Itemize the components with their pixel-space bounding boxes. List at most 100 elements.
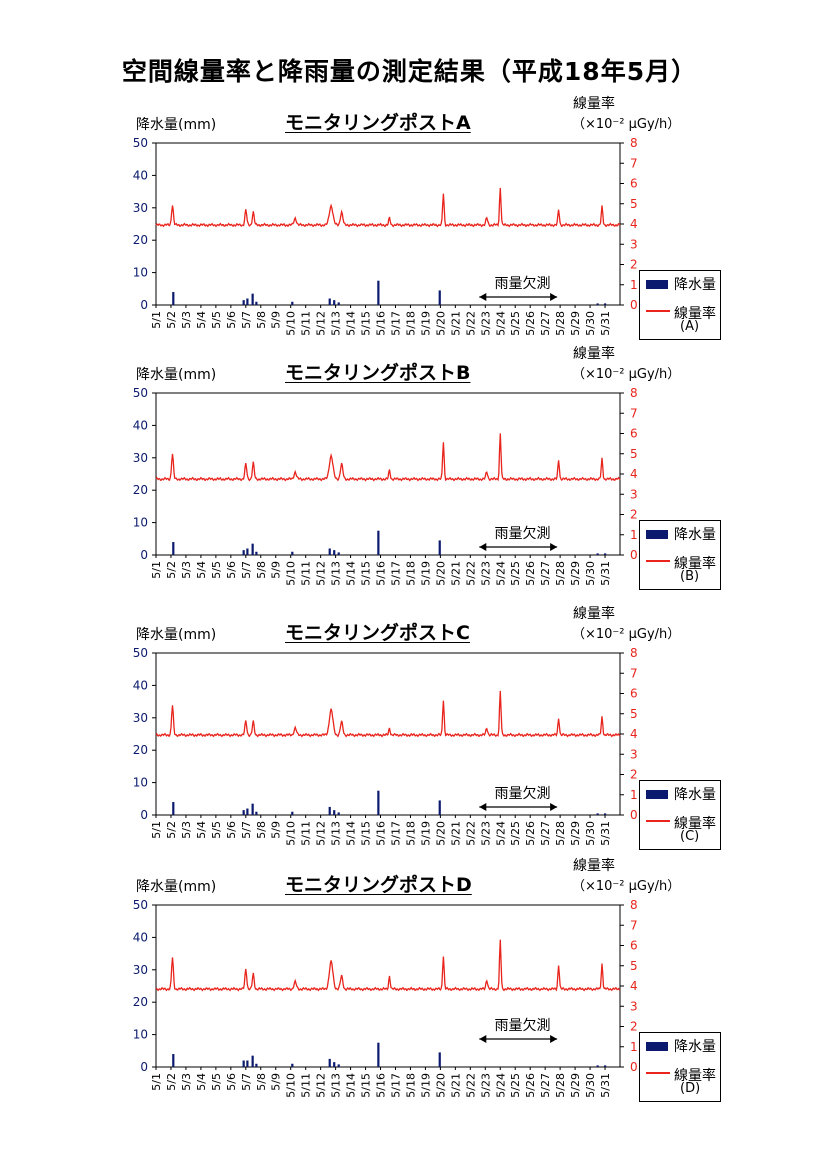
right-tick-label: 5 bbox=[630, 959, 638, 973]
right-axis-unit: （×10⁻² μGy/h） bbox=[572, 117, 681, 132]
x-tick-label: 5/29 bbox=[569, 821, 582, 846]
left-tick-label: 0 bbox=[140, 1060, 148, 1074]
x-tick-label: 5/21 bbox=[449, 821, 462, 846]
left-tick-label: 50 bbox=[133, 386, 148, 400]
right-axis-label: 線量率 bbox=[573, 858, 615, 874]
chart-panel: モニタリングポストA 降水量(mm) 線量率 （×10⁻² μGy/h） 0 10 20 30… bbox=[0, 96, 819, 370]
missing-data-label: 雨量欠測 bbox=[494, 526, 551, 542]
legend-rain-swatch bbox=[646, 530, 668, 539]
x-tick-label: 5/23 bbox=[479, 561, 492, 586]
arrow-head-left bbox=[479, 803, 487, 811]
left-tick-label: 40 bbox=[133, 930, 148, 944]
rain-bar bbox=[246, 1060, 249, 1067]
rain-bar bbox=[251, 803, 254, 815]
legend-rain-label: 降水量 bbox=[674, 1039, 716, 1055]
rain-bar bbox=[291, 551, 294, 555]
chart-title: モニタリングポストD bbox=[285, 874, 472, 896]
right-tick-label: 8 bbox=[630, 386, 638, 400]
x-tick-label: 5/30 bbox=[584, 1073, 597, 1098]
x-tick-label: 5/8 bbox=[255, 311, 268, 329]
x-tick-label: 5/17 bbox=[389, 821, 402, 846]
rain-bar bbox=[255, 811, 258, 815]
rain-bar bbox=[242, 1060, 245, 1067]
rain-bar bbox=[291, 811, 294, 815]
rain-bar bbox=[604, 553, 607, 555]
left-tick-label: 0 bbox=[140, 548, 148, 562]
dose-rate-line bbox=[155, 187, 621, 228]
rain-bar bbox=[377, 280, 380, 305]
x-tick-label: 5/12 bbox=[315, 821, 328, 846]
x-tick-label: 5/24 bbox=[494, 561, 507, 586]
dose-rate-line bbox=[155, 433, 621, 482]
left-tick-label: 10 bbox=[133, 776, 148, 790]
right-tick-label: 7 bbox=[630, 666, 638, 680]
x-tick-label: 5/22 bbox=[464, 821, 477, 846]
x-tick-label: 5/3 bbox=[180, 821, 193, 839]
rain-bar bbox=[604, 303, 607, 305]
rain-bar bbox=[251, 1055, 254, 1067]
x-tick-label: 5/19 bbox=[419, 821, 432, 846]
left-tick-label: 10 bbox=[133, 266, 148, 280]
right-axis-unit: （×10⁻² μGy/h） bbox=[572, 367, 681, 382]
x-tick-label: 5/14 bbox=[345, 1073, 358, 1098]
dose-rate-line bbox=[155, 939, 621, 992]
x-tick-label: 5/7 bbox=[240, 311, 253, 329]
legend-rate-label: 線量率 bbox=[674, 1068, 716, 1084]
x-tick-label: 5/9 bbox=[270, 821, 283, 839]
rain-bar bbox=[377, 790, 380, 815]
x-tick-label: 5/17 bbox=[389, 561, 402, 586]
rain-bar bbox=[255, 301, 258, 305]
rain-bar bbox=[596, 553, 599, 555]
legend-rate-label: 線量率 bbox=[674, 816, 716, 832]
right-tick-label: 5 bbox=[630, 447, 638, 461]
rain-bar bbox=[246, 548, 249, 555]
x-tick-label: 5/23 bbox=[479, 1073, 492, 1098]
x-tick-label: 5/24 bbox=[494, 821, 507, 846]
left-tick-label: 50 bbox=[133, 646, 148, 660]
dose-rate-line bbox=[155, 690, 621, 738]
x-tick-label: 5/14 bbox=[345, 821, 358, 846]
left-tick-label: 0 bbox=[140, 808, 148, 822]
right-tick-label: 0 bbox=[630, 548, 638, 562]
x-tick-label: 5/10 bbox=[285, 311, 298, 336]
left-tick-label: 30 bbox=[133, 201, 148, 215]
x-tick-label: 5/10 bbox=[285, 1073, 298, 1098]
x-tick-label: 5/19 bbox=[419, 311, 432, 336]
right-tick-label: 3 bbox=[630, 237, 638, 251]
x-tick-label: 5/22 bbox=[464, 1073, 477, 1098]
x-tick-label: 5/13 bbox=[330, 821, 343, 846]
legend-rain-label: 降水量 bbox=[674, 277, 716, 293]
arrow-head-right bbox=[550, 543, 558, 551]
x-tick-label: 5/3 bbox=[180, 561, 193, 579]
x-tick-label: 5/30 bbox=[584, 821, 597, 846]
x-tick-label: 5/5 bbox=[210, 821, 223, 839]
right-tick-label: 7 bbox=[630, 156, 638, 170]
left-tick-label: 30 bbox=[133, 963, 148, 977]
chart-panel: モニタリングポストB 降水量(mm) 線量率 （×10⁻² μGy/h） 0 10 20 30… bbox=[0, 346, 819, 620]
missing-data-label: 雨量欠測 bbox=[494, 786, 551, 802]
x-tick-label: 5/23 bbox=[479, 311, 492, 336]
rain-bar bbox=[438, 800, 441, 815]
left-tick-label: 50 bbox=[133, 136, 148, 150]
chart-panel: モニタリングポストC 降水量(mm) 線量率 （×10⁻² μGy/h） 0 10 20 30… bbox=[0, 606, 819, 880]
arrow-head-left bbox=[479, 543, 487, 551]
x-tick-label: 5/16 bbox=[375, 821, 388, 846]
x-tick-label: 5/15 bbox=[360, 561, 373, 586]
right-tick-label: 0 bbox=[630, 298, 638, 312]
right-tick-label: 2 bbox=[630, 1020, 638, 1034]
x-tick-label: 5/20 bbox=[434, 821, 447, 846]
rain-bar bbox=[333, 810, 336, 815]
right-tick-label: 1 bbox=[630, 528, 638, 542]
rain-bar bbox=[333, 300, 336, 305]
x-tick-label: 5/25 bbox=[509, 1073, 522, 1098]
x-tick-label: 5/6 bbox=[225, 311, 238, 329]
x-tick-label: 5/25 bbox=[509, 821, 522, 846]
legend-rain-swatch bbox=[646, 790, 668, 799]
x-tick-label: 5/27 bbox=[539, 821, 552, 846]
x-tick-label: 5/4 bbox=[195, 1073, 208, 1091]
rain-bar bbox=[596, 813, 599, 815]
x-tick-label: 5/9 bbox=[270, 311, 283, 329]
rain-bar bbox=[172, 802, 175, 815]
rain-bar bbox=[255, 1063, 258, 1067]
